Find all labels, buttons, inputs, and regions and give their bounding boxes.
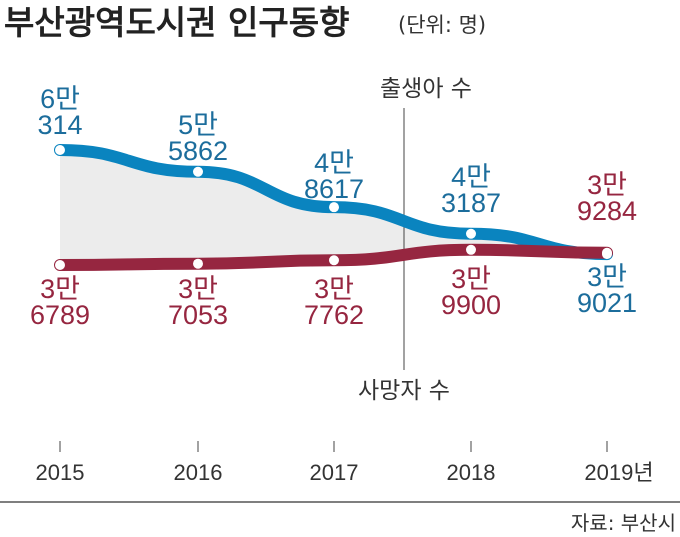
- deaths-legend-label: 사망자 수: [358, 378, 450, 404]
- births-label-man: 3만: [587, 262, 627, 292]
- births-label-man: 5만: [178, 110, 218, 140]
- births-point: [466, 228, 476, 239]
- births-label-value: 5862: [168, 136, 228, 166]
- deaths-label-value: 7053: [168, 300, 228, 330]
- births-point: [329, 202, 339, 213]
- deaths-label-man: 3만: [451, 264, 491, 294]
- births-legend-label: 출생아 수: [380, 76, 472, 102]
- deaths-point: [466, 244, 476, 255]
- deaths-point: [55, 260, 65, 270]
- x-tick-label: 2015: [36, 460, 85, 485]
- deaths-label-man: 3만: [314, 274, 354, 304]
- deaths-point: [602, 247, 612, 258]
- births-label-value: 8617: [304, 174, 364, 204]
- births-label-value: 9021: [577, 288, 637, 318]
- deaths-label-value: 6789: [30, 300, 90, 330]
- births-label-value: 3187: [441, 188, 501, 218]
- x-tick-label: 2016: [174, 460, 223, 485]
- deaths-label-man: 3만: [587, 170, 627, 200]
- x-tick-label: 2019년: [584, 460, 653, 485]
- data-points: [55, 145, 612, 270]
- deaths-label-man: 3만: [178, 274, 218, 304]
- births-label-man: 6만: [40, 84, 80, 114]
- x-tick-label: 2018: [447, 460, 496, 485]
- deaths-point: [193, 258, 203, 269]
- births-label-man: 4만: [314, 148, 354, 178]
- x-tick-label: 2017: [310, 460, 359, 485]
- deaths-label-man: 3만: [40, 274, 80, 304]
- source-note: 자료: 부산시: [571, 511, 676, 535]
- deaths-label-value: 9900: [441, 290, 501, 320]
- births-point: [193, 166, 203, 177]
- chart-title: 부산광역도시권 인구동향: [4, 3, 349, 42]
- births-label-man: 4만: [451, 162, 491, 192]
- births-label-value: 314: [37, 110, 82, 140]
- x-axis: 2015 2016 2017 2018 2019년: [36, 441, 654, 485]
- deaths-label-value: 7762: [304, 300, 364, 330]
- births-point: [55, 145, 65, 155]
- deaths-point: [329, 255, 339, 266]
- deaths-label-value: 9284: [577, 196, 637, 226]
- unit-label: (단위: 명): [398, 13, 486, 37]
